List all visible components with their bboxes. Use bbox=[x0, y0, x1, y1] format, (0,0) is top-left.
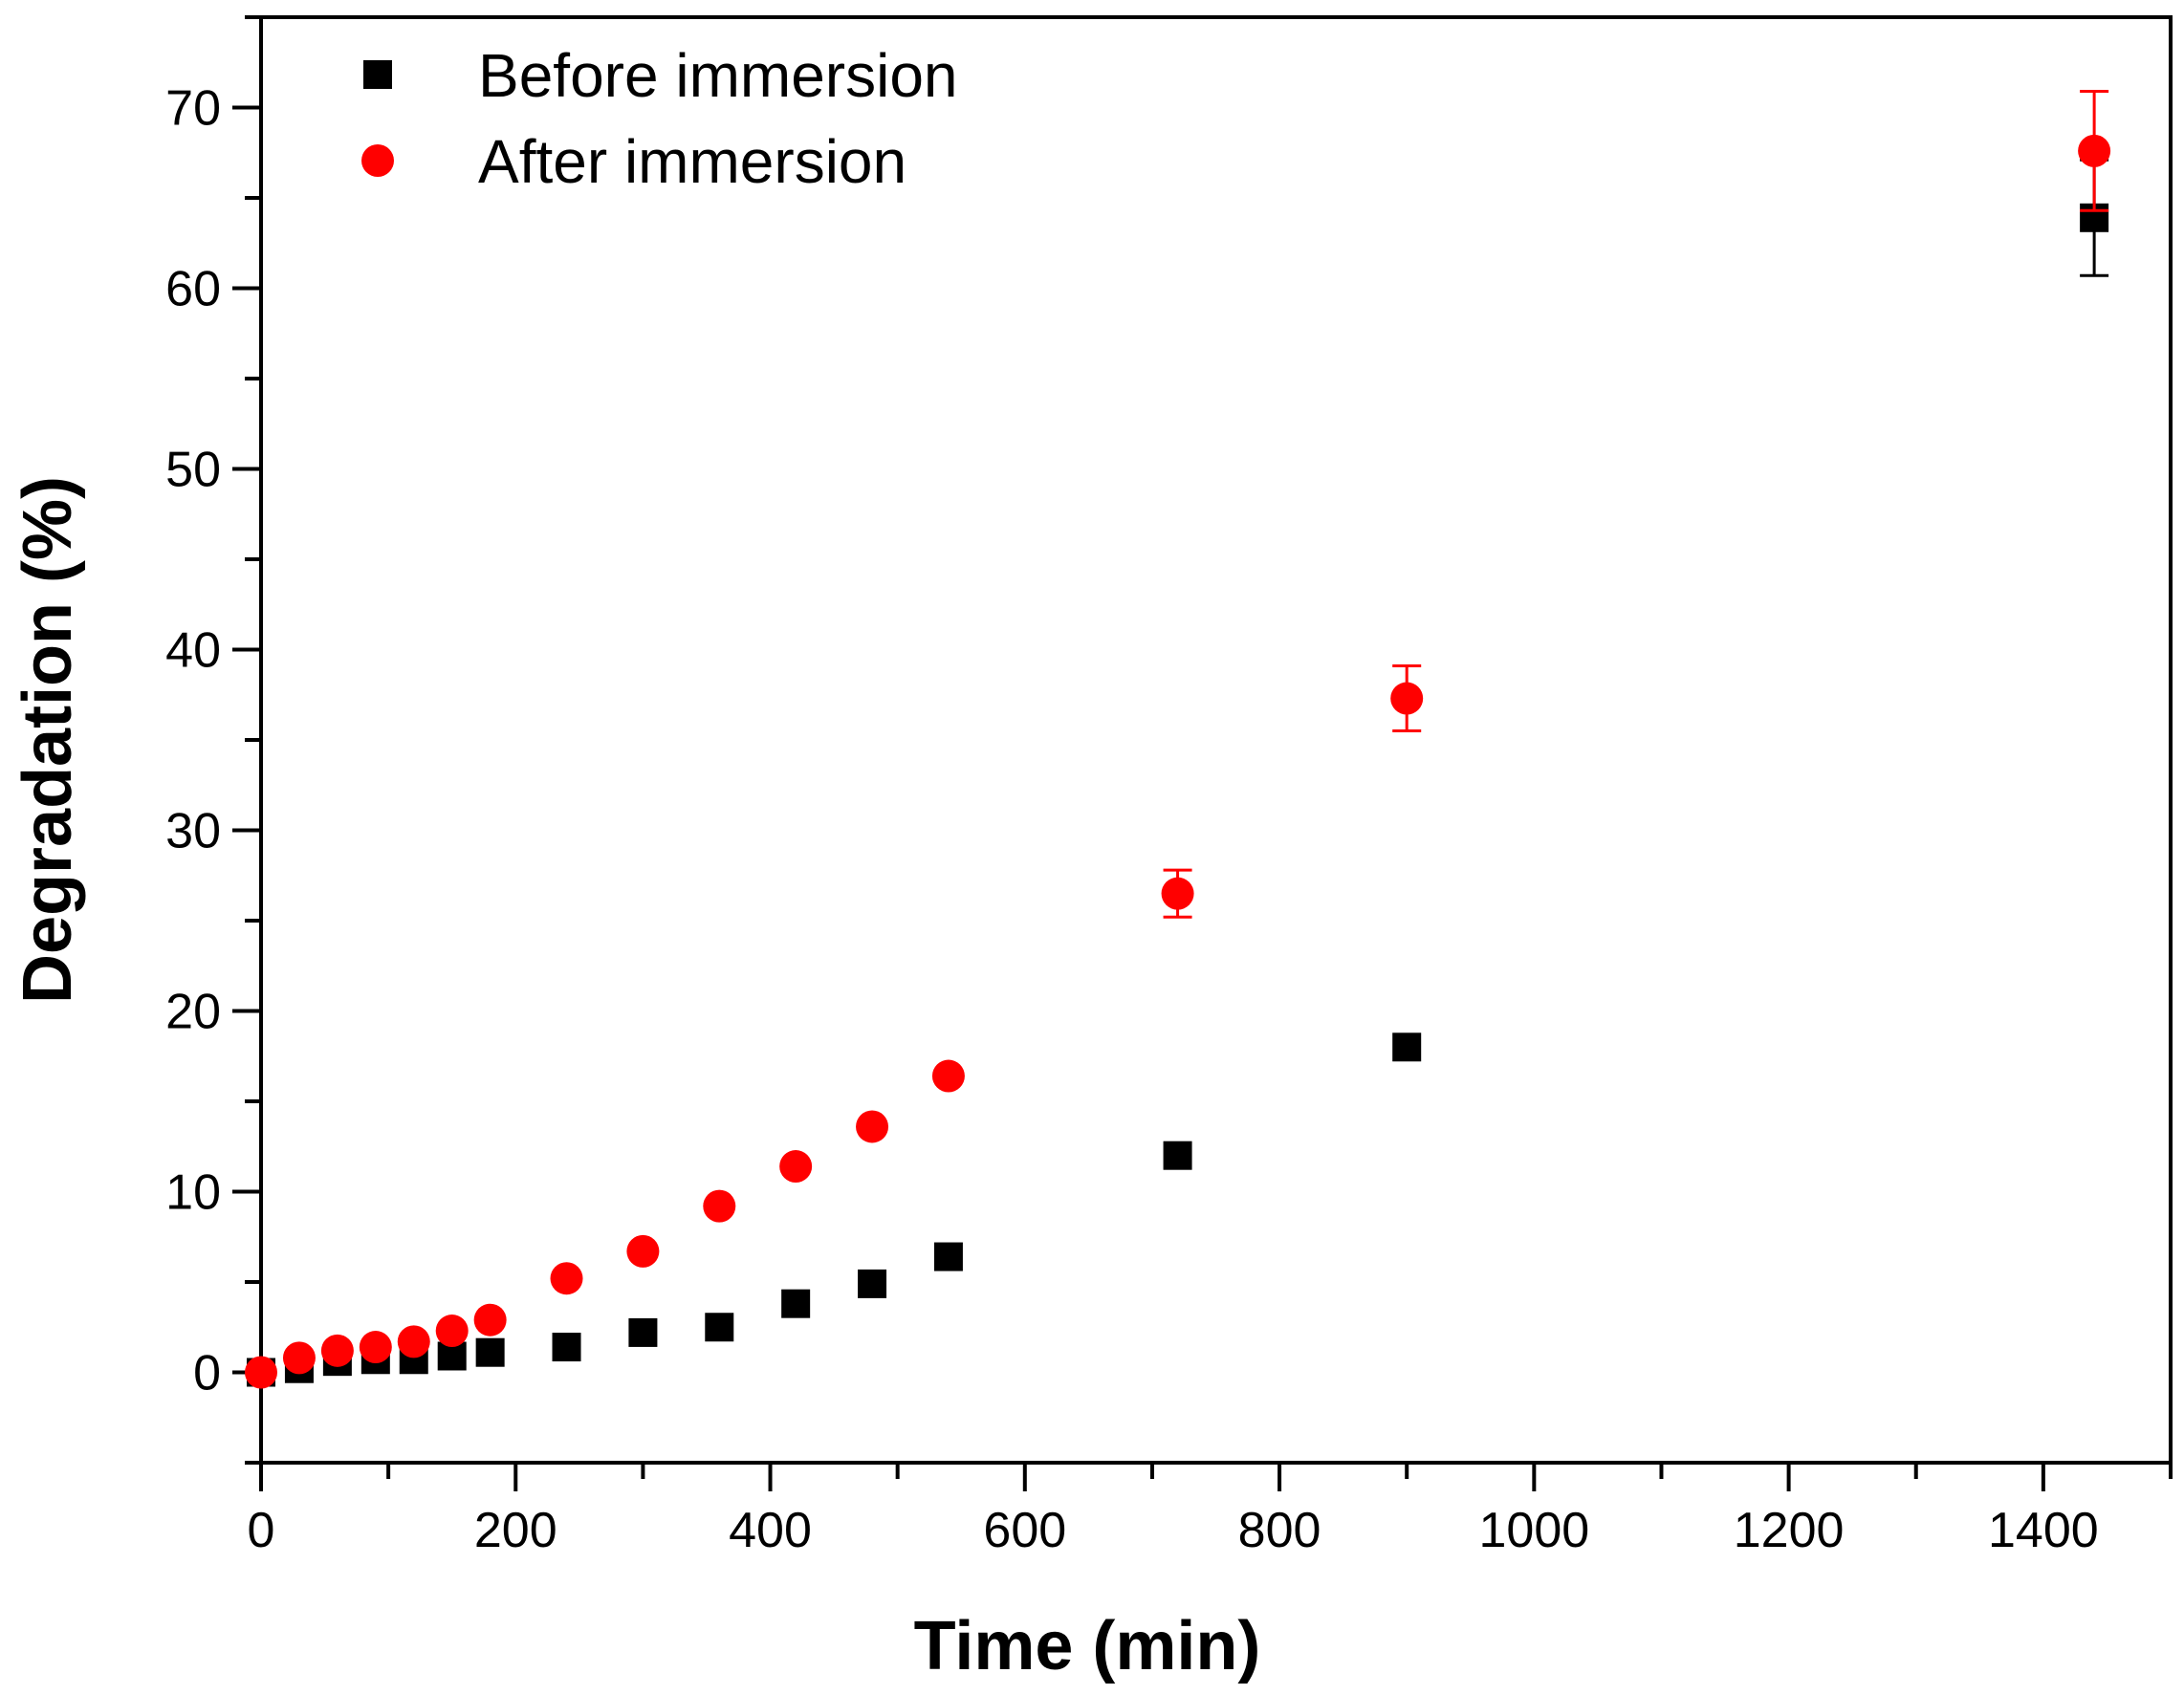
x-axis-title: Time (min) bbox=[914, 1608, 1261, 1684]
y-tick-label: 40 bbox=[165, 623, 221, 679]
data-point-square bbox=[933, 1242, 963, 1271]
data-point-circle bbox=[779, 1150, 813, 1184]
legend-label: After immersion bbox=[478, 127, 906, 196]
legend: Before immersion After immersion bbox=[361, 41, 958, 196]
x-tick-label: 0 bbox=[248, 1503, 275, 1558]
x-axis-ticks: 0 200 400 600 800 1000 1200 1400 bbox=[248, 1463, 2173, 1558]
data-point-circle bbox=[282, 1341, 316, 1375]
y-tick-label: 10 bbox=[165, 1165, 221, 1221]
x-tick-label: 600 bbox=[983, 1503, 1066, 1558]
data-point-circle bbox=[2078, 134, 2111, 167]
x-tick-label: 1000 bbox=[1478, 1503, 1589, 1558]
data-point-circle bbox=[931, 1059, 965, 1093]
y-tick-label: 0 bbox=[193, 1346, 221, 1402]
data-point-square bbox=[628, 1317, 658, 1347]
data-point-square bbox=[552, 1333, 581, 1362]
y-axis-ticks: 0 10 20 30 40 50 60 70 bbox=[165, 15, 261, 1465]
data-point-square bbox=[858, 1269, 887, 1298]
data-point-circle bbox=[359, 1331, 392, 1364]
data-point-circle bbox=[856, 1110, 889, 1143]
y-tick-label: 50 bbox=[165, 443, 221, 498]
data-point-square bbox=[705, 1313, 734, 1342]
series-after-immersion bbox=[245, 89, 2111, 1389]
data-point-square bbox=[1163, 1141, 1192, 1170]
series-before-immersion bbox=[247, 158, 2109, 1387]
data-point-circle bbox=[1390, 682, 1424, 715]
y-axis-title: Degradation (%) bbox=[10, 476, 86, 1004]
legend-label: Before immersion bbox=[478, 41, 958, 110]
legend-marker-circle bbox=[361, 144, 394, 177]
data-point-circle bbox=[320, 1334, 354, 1367]
data-point-circle bbox=[550, 1262, 583, 1295]
data-point-square bbox=[1392, 1032, 1422, 1062]
y-tick-label: 30 bbox=[165, 804, 221, 859]
plot-frame bbox=[259, 15, 2173, 1465]
data-point-circle bbox=[397, 1325, 430, 1358]
data-point-circle bbox=[1161, 877, 1194, 910]
data-point-circle bbox=[473, 1303, 507, 1336]
data-point-circle bbox=[245, 1356, 277, 1389]
x-tick-label: 1200 bbox=[1734, 1503, 1845, 1558]
x-tick-label: 1400 bbox=[1988, 1503, 2099, 1558]
x-tick-label: 200 bbox=[474, 1503, 557, 1558]
data-point-circle bbox=[435, 1315, 469, 1348]
y-tick-label: 70 bbox=[165, 81, 221, 137]
y-tick-label: 20 bbox=[165, 985, 221, 1040]
data-points bbox=[245, 89, 2111, 1389]
y-tick-label: 60 bbox=[165, 262, 221, 317]
x-tick-label: 800 bbox=[1238, 1503, 1321, 1558]
data-point-circle bbox=[703, 1189, 736, 1223]
x-tick-label: 400 bbox=[729, 1503, 812, 1558]
legend-marker-square bbox=[363, 60, 392, 89]
data-point-square bbox=[475, 1337, 505, 1367]
data-point-square bbox=[781, 1289, 811, 1318]
data-point-circle bbox=[626, 1234, 660, 1268]
